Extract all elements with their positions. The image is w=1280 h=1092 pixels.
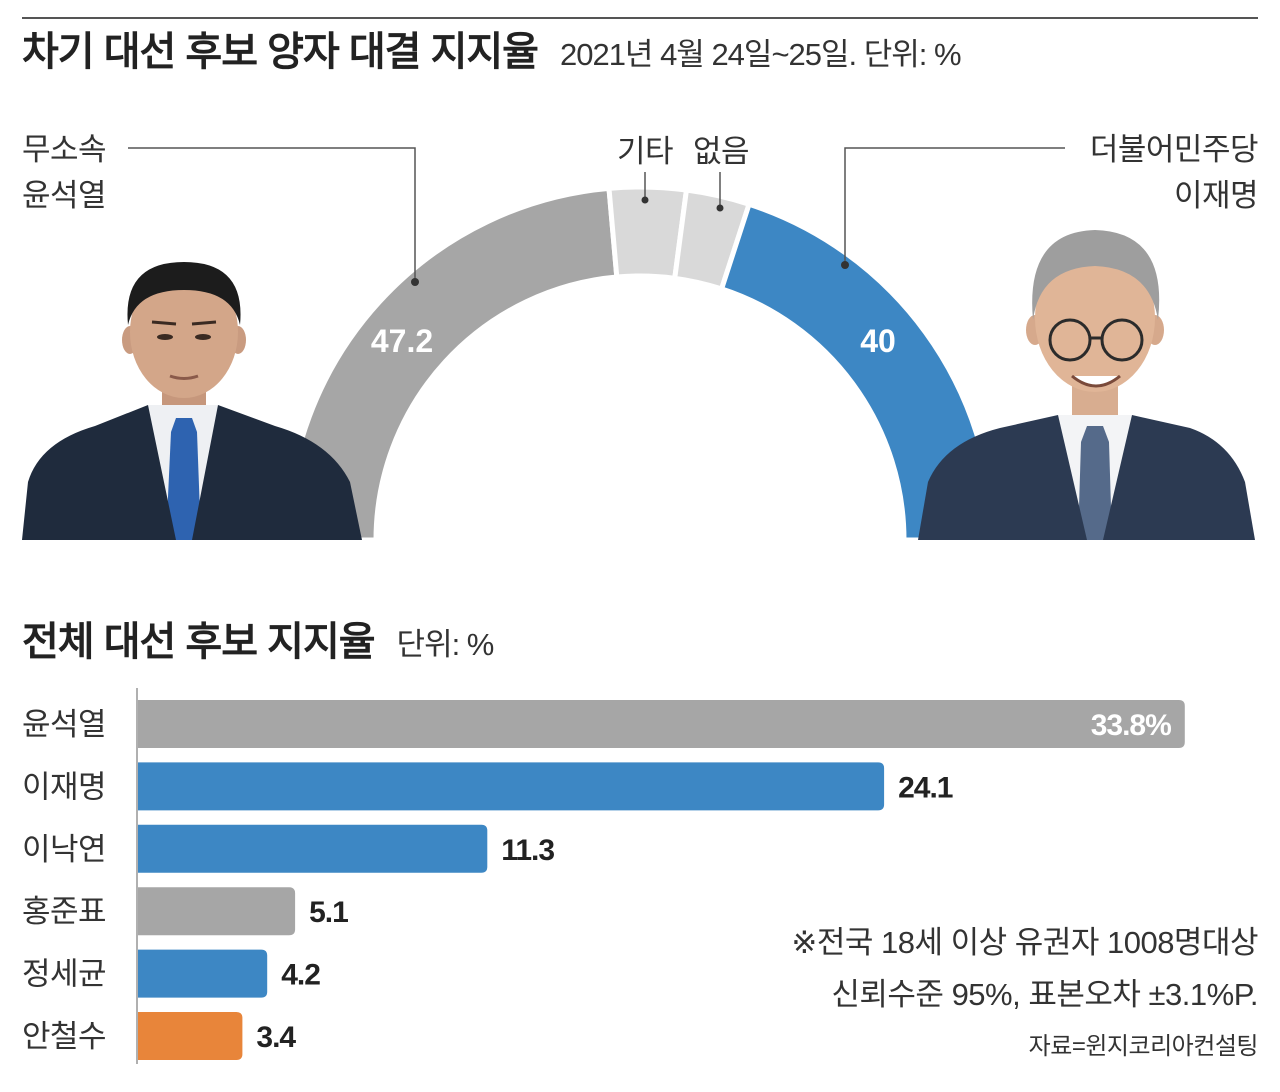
overall-support-title: 전체 대선 후보 지지율 (22, 620, 376, 664)
leader-dot-none (716, 204, 724, 212)
donut-value-right: 40 (860, 323, 896, 359)
left-candidate-party: 무소속 (22, 132, 107, 167)
value-label-3: 11.3 (501, 834, 554, 867)
category-label-1: 윤석열 (22, 707, 106, 742)
donut-value-left: 47.2 (371, 323, 433, 359)
bar-marks: 윤석열 33.8% 이재명 24.1 이낙연 11.3 홍준표 5.1 정세균 4.2 안철수 3.4 (22, 700, 1185, 1060)
left-candidate-name: 윤석열 (22, 178, 107, 213)
bar-1 (137, 700, 1185, 748)
leader-line-left (128, 147, 416, 282)
overall-support-unit: 단위: % (396, 627, 495, 662)
candidate-photo-left (22, 262, 362, 540)
bar-3 (137, 824, 488, 873)
survey-sample-note: ※전국 18세 이상 유권자 1008명대상 (791, 925, 1258, 960)
head-to-head-subtitle: 2021년 4월 24일~25일. 단위: % (559, 37, 962, 72)
right-candidate-party: 더불어민주당 (1089, 132, 1259, 167)
category-label-4: 홍준표 (22, 894, 106, 929)
bar-4 (137, 887, 296, 936)
value-label-6: 3.4 (256, 1021, 296, 1054)
donut-slices (284, 184, 996, 543)
other-label: 기타 (616, 134, 674, 169)
leader-dot-other (641, 196, 649, 204)
value-label-2: 24.1 (898, 771, 953, 804)
bar-6 (137, 1012, 243, 1060)
value-label-5: 4.2 (281, 959, 320, 992)
category-label-2: 이재명 (22, 769, 106, 804)
leader-dot-left (411, 278, 419, 286)
head-to-head-title: 차기 대선 후보 양자 대결 지지율 (22, 30, 539, 74)
category-label-3: 이낙연 (22, 832, 106, 867)
none-label: 없음 (692, 134, 750, 169)
leader-lines (128, 147, 1065, 282)
leader-dots (411, 196, 849, 286)
top-rule (22, 17, 1258, 19)
value-label-1: 33.8% (1091, 709, 1171, 742)
leader-dot-right (841, 261, 849, 269)
bar-2 (137, 762, 885, 811)
candidate-photo-right (918, 230, 1255, 540)
category-label-6: 안철수 (22, 1019, 106, 1054)
head-to-head-header: 차기 대선 후보 양자 대결 지지율 2021년 4월 24일~25일. 단위:… (22, 24, 962, 83)
donut-slice-1 (284, 185, 620, 543)
overall-support-header: 전체 대선 후보 지지율 단위: % (22, 614, 495, 673)
value-label-4: 5.1 (309, 896, 348, 929)
survey-margin-note: 신뢰수준 95%, 표본오차 ±3.1%P. (831, 977, 1258, 1012)
source-note: 자료=윈지코리아컨설팅 (1028, 1033, 1259, 1060)
category-label-5: 정세균 (22, 957, 106, 992)
leader-line-right (844, 147, 1065, 265)
right-candidate-name: 이재명 (1173, 178, 1259, 213)
bar-5 (137, 949, 268, 998)
